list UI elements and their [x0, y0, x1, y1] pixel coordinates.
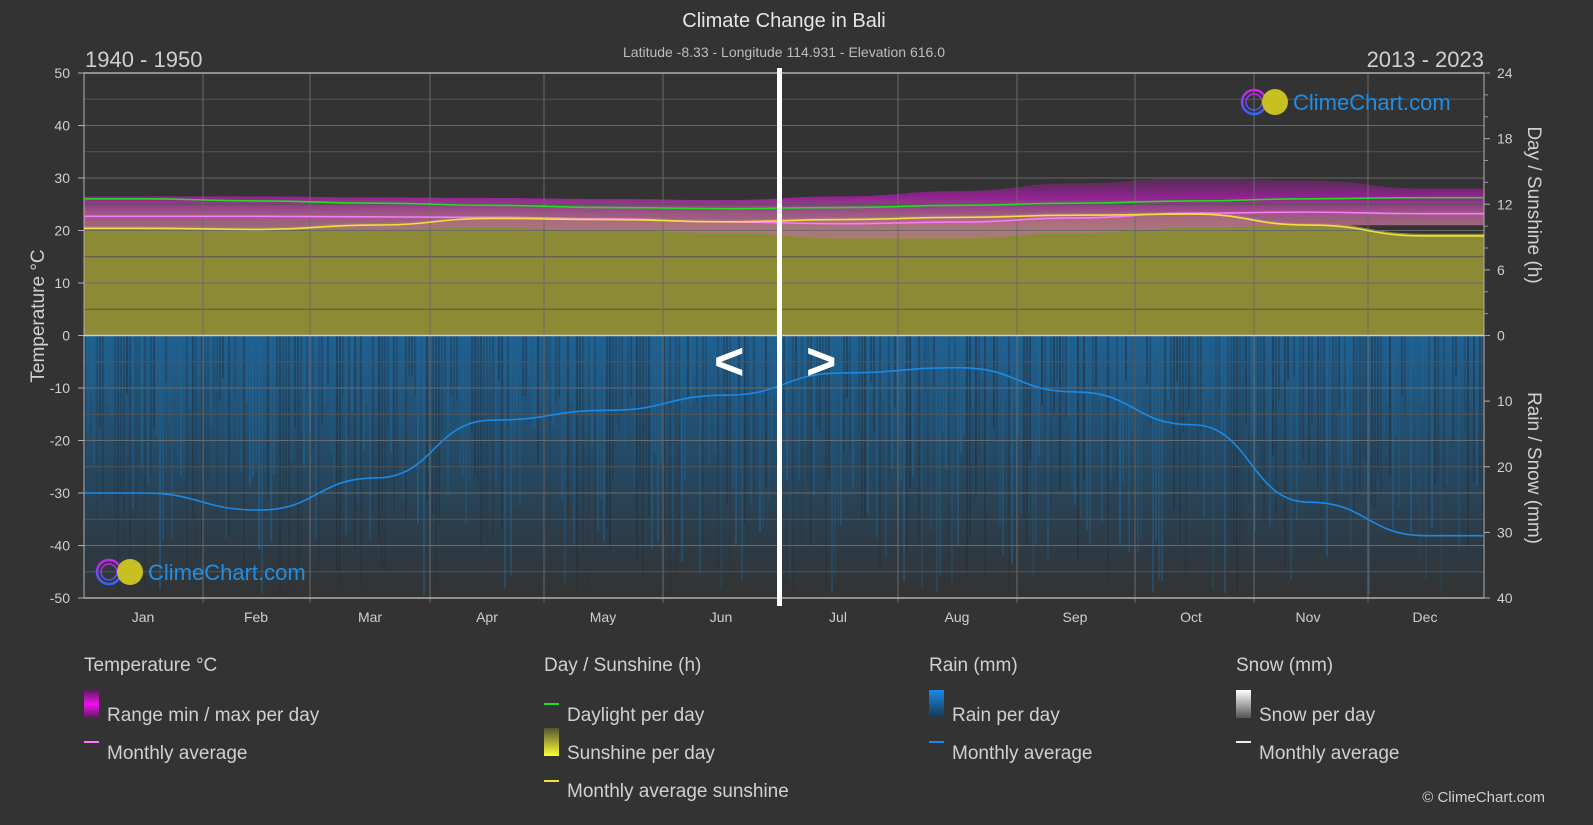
- chart-subtitle: Latitude -8.33 - Longitude 114.931 - Ele…: [623, 44, 945, 60]
- legend-range-swatch: [84, 690, 99, 718]
- right-tick-label: 12: [1497, 196, 1513, 212]
- month-label: Aug: [945, 609, 970, 625]
- watermark-logo-top: ClimeChart.com: [1240, 88, 1451, 116]
- legend-item-rain: Rain per day: [952, 705, 1060, 726]
- right-top-axis-title: Day / Sunshine (h): [1523, 126, 1544, 283]
- daylight-line: [83, 196, 1484, 210]
- legend-item-range: Range min / max per day: [107, 705, 320, 726]
- copyright: © ClimeChart.com: [1422, 789, 1545, 806]
- left-tick-label: -40: [50, 538, 70, 554]
- legend-sunshine-title: Day / Sunshine (h): [544, 655, 702, 676]
- left-axis-title: Temperature °C: [28, 249, 49, 382]
- left-tick-label: -50: [50, 590, 70, 606]
- month-label: Mar: [358, 609, 382, 625]
- next-arrow-button[interactable]: >: [806, 333, 837, 391]
- legend-snow: Snow (mm) Snow per day Monthly average: [1236, 655, 1399, 773]
- month-label: May: [590, 609, 616, 625]
- left-tick-label: 40: [54, 118, 70, 134]
- legend-item-snow: Snow per day: [1259, 705, 1376, 726]
- month-label: Apr: [476, 609, 498, 625]
- legend-snow-title: Snow (mm): [1236, 655, 1334, 676]
- left-axis-ticks: 50 40 30 20 10 0 -10 -20 -30 -40 -50: [50, 65, 84, 606]
- legend-sunshine: Day / Sunshine (h) Daylight per day Suns…: [544, 655, 789, 811]
- left-tick-label: 30: [54, 170, 70, 186]
- legend-temperature-title: Temperature °C: [84, 655, 218, 676]
- legend-rain-swatch: [929, 690, 944, 718]
- month-label: Dec: [1413, 609, 1438, 625]
- watermark-text-bottom: ClimeChart.com: [148, 560, 306, 585]
- left-tick-label: -20: [50, 433, 70, 449]
- left-tick-label: 20: [54, 223, 70, 239]
- rain-average-line: [83, 366, 1484, 537]
- left-tick-label: 10: [54, 275, 70, 291]
- month-label: Jan: [132, 609, 155, 625]
- right-tick-label: 0: [1497, 328, 1505, 344]
- legend-item-daylight: Daylight per day: [567, 705, 705, 726]
- legend-temperature: Temperature °C Range min / max per day M…: [84, 655, 319, 773]
- left-tick-label: 0: [62, 328, 70, 344]
- month-label: Feb: [244, 609, 268, 625]
- right-tick-label: 18: [1497, 131, 1513, 147]
- legend-item-temp-avg: Monthly average: [107, 743, 248, 764]
- month-label: Jun: [710, 609, 733, 625]
- sunshine-fill: [84, 211, 1484, 336]
- watermark-logo-bottom: ClimeChart.com: [95, 558, 306, 586]
- chart-title: Climate Change in Bali: [682, 10, 886, 32]
- period-left: 1940 - 1950: [85, 47, 203, 72]
- right-tick-label: 10: [1497, 393, 1513, 409]
- watermark-text-top: ClimeChart.com: [1293, 90, 1451, 115]
- legend-rain: Rain (mm) Rain per day Monthly average: [929, 655, 1092, 773]
- month-label: Oct: [1180, 609, 1202, 625]
- month-axis-ticks: Jan Feb Mar Apr May Jun Jul Aug Sep Oct Nov Dec: [132, 609, 1438, 625]
- month-label: Sep: [1063, 609, 1088, 625]
- left-tick-label: -30: [50, 485, 70, 501]
- right-tick-label: 40: [1497, 590, 1513, 606]
- left-tick-label: -10: [50, 380, 70, 396]
- sunshine-average-line: [83, 213, 1484, 237]
- temperature-average-line: [83, 211, 1484, 225]
- legend-item-rain-avg: Monthly average: [952, 743, 1093, 764]
- month-label: Nov: [1296, 609, 1321, 625]
- legend-item-sunshine: Sunshine per day: [567, 743, 715, 764]
- period-divider[interactable]: [777, 68, 782, 606]
- right-tick-label: 6: [1497, 262, 1505, 278]
- legend-sunshine-swatch: [544, 728, 559, 756]
- right-tick-label: 30: [1497, 524, 1513, 540]
- right-tick-label: 24: [1497, 65, 1513, 81]
- legend-rain-title: Rain (mm): [929, 655, 1018, 676]
- legend-item-sun-avg: Monthly average sunshine: [567, 781, 789, 802]
- legend-snow-swatch: [1236, 690, 1251, 718]
- legend-item-snow-avg: Monthly average: [1259, 743, 1400, 764]
- right-bottom-axis-title: Rain / Snow (mm): [1523, 392, 1544, 544]
- right-axis-ticks: 24 18 12 6 0 10 20 30 40: [1484, 65, 1513, 606]
- right-tick-label: 20: [1497, 459, 1513, 475]
- prev-arrow-button[interactable]: <: [714, 333, 745, 391]
- period-right: 2013 - 2023: [1366, 47, 1484, 72]
- month-label: Jul: [829, 609, 847, 625]
- left-tick-label: 50: [54, 65, 70, 81]
- grid: [84, 72, 1484, 603]
